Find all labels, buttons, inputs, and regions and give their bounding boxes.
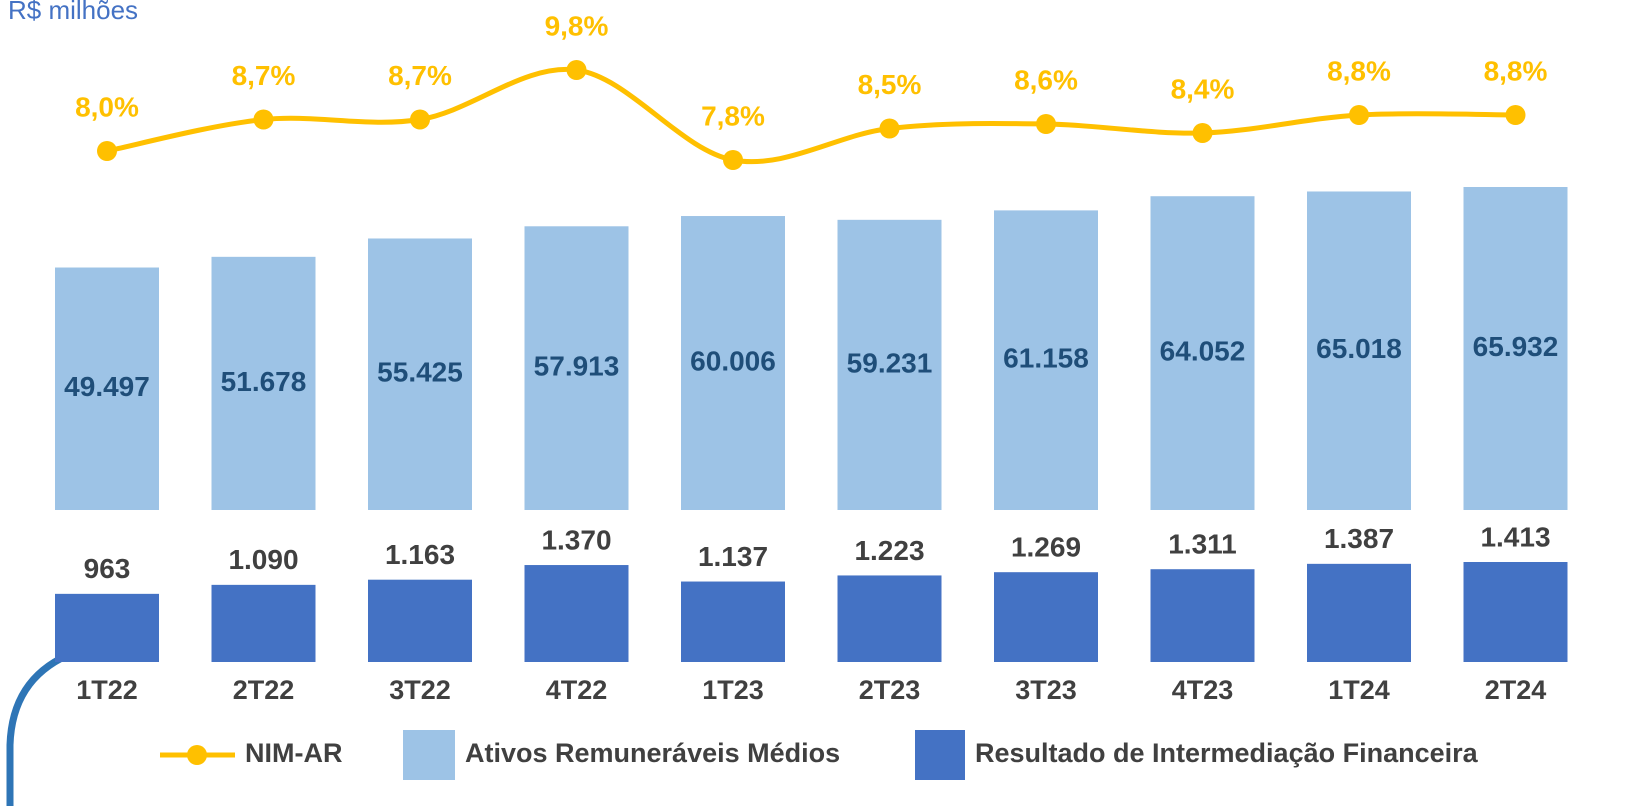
- data-label: 49.497: [64, 371, 150, 402]
- bar: [681, 216, 785, 510]
- line-point: [1036, 114, 1056, 134]
- data-label: 8,8%: [1327, 55, 1391, 86]
- line-point: [1505, 105, 1526, 125]
- legend-label: Ativos Remuneráveis Médios: [465, 738, 840, 768]
- data-label: 8,7%: [232, 60, 296, 91]
- bar: [211, 256, 316, 510]
- data-label: 1.387: [1324, 523, 1394, 554]
- data-label: 1.370: [541, 524, 611, 555]
- x-tick-label: 2T22: [233, 675, 295, 705]
- data-label: 8,5%: [858, 69, 922, 100]
- x-tick-label: 4T22: [546, 675, 608, 705]
- line-point: [97, 141, 117, 161]
- data-label: 59.231: [847, 347, 933, 378]
- data-label: 7,8%: [701, 100, 765, 131]
- data-label: 55.425: [377, 357, 463, 388]
- x-tick-label: 2T23: [859, 675, 921, 705]
- data-label: 65.018: [1316, 333, 1402, 364]
- bar: [55, 593, 159, 662]
- bar: [994, 572, 1098, 662]
- data-label: 1.163: [385, 539, 455, 570]
- data-label: 8,6%: [1014, 64, 1078, 95]
- bar: [368, 579, 472, 662]
- bar: [837, 219, 942, 510]
- data-label: 60.006: [690, 345, 776, 376]
- line-point: [1349, 105, 1369, 125]
- data-label: 8,4%: [1171, 73, 1235, 104]
- data-label: 1.090: [228, 544, 298, 575]
- data-label: 51.678: [221, 366, 307, 397]
- legend-marker: [915, 730, 965, 780]
- line-point: [410, 109, 430, 130]
- bar: [681, 581, 785, 662]
- line-point: [879, 118, 900, 139]
- bar: [1463, 187, 1568, 510]
- x-tick-label: 1T23: [702, 675, 764, 705]
- x-tick-label: 4T23: [1172, 675, 1234, 705]
- legend-marker: [403, 730, 455, 780]
- bar: [1463, 562, 1568, 662]
- data-label: 65.932: [1473, 331, 1559, 362]
- subtitle: R$ milhões: [8, 0, 138, 25]
- bar: [211, 584, 316, 662]
- data-label: 1.137: [698, 541, 768, 572]
- bar: [524, 226, 629, 510]
- bar: [368, 238, 472, 511]
- data-label: 61.158: [1003, 343, 1089, 374]
- x-tick-label: 3T22: [389, 675, 451, 705]
- bar: [1307, 563, 1411, 662]
- line: [106, 66, 1516, 165]
- x-tick-label: 1T22: [76, 675, 138, 705]
- data-label: 64.052: [1160, 335, 1246, 366]
- line-point: [566, 60, 587, 80]
- x-tick-label: 3T23: [1015, 675, 1077, 705]
- x-tick-label: 2T24: [1485, 675, 1547, 705]
- data-label: 1.413: [1480, 521, 1550, 552]
- data-label: 57.913: [534, 351, 620, 382]
- line-point: [1192, 123, 1213, 143]
- legend-marker: [187, 745, 207, 765]
- data-label: 9,8%: [545, 10, 609, 41]
- bar: [994, 210, 1098, 510]
- data-label: 1.223: [854, 535, 924, 566]
- data-label: 8,7%: [388, 60, 452, 91]
- bar: [837, 575, 942, 662]
- data-label: 1.311: [1168, 529, 1237, 560]
- legend-label: NIM-AR: [245, 738, 342, 768]
- data-label: 963: [84, 553, 131, 584]
- bar: [55, 267, 159, 510]
- bar: [524, 565, 629, 662]
- line-point: [253, 109, 274, 130]
- decoration-curve: [6, 651, 70, 806]
- bar: [1150, 196, 1255, 511]
- legend-label: Resultado de Intermediação Financeira: [975, 738, 1479, 768]
- data-label: 1.269: [1011, 532, 1081, 563]
- data-label: 8,8%: [1484, 55, 1548, 86]
- line-point: [723, 150, 743, 170]
- bar: [1307, 191, 1411, 511]
- data-label: 8,0%: [75, 91, 139, 122]
- x-tick-label: 1T24: [1328, 675, 1390, 705]
- bar: [1150, 569, 1255, 662]
